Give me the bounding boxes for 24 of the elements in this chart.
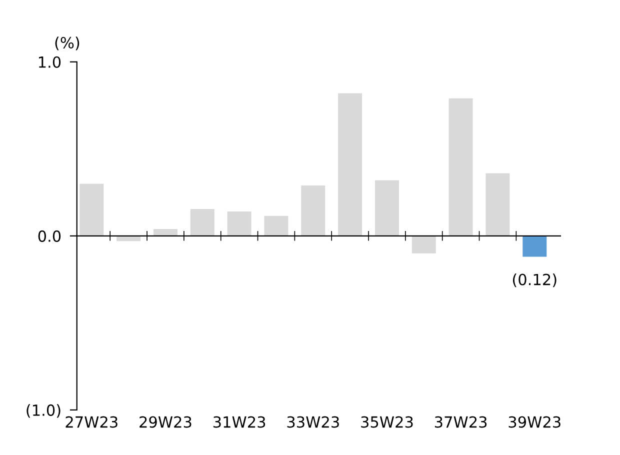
bar xyxy=(412,236,436,254)
bar xyxy=(522,236,547,257)
x-tick-label: 37W23 xyxy=(434,416,487,428)
x-tick-label: 35W23 xyxy=(361,416,413,428)
y-axis-title: (%) xyxy=(55,36,80,50)
bar xyxy=(448,98,473,236)
bar xyxy=(264,216,288,236)
bar xyxy=(190,208,214,236)
x-tick-label: 31W23 xyxy=(213,416,266,428)
bar xyxy=(338,93,362,236)
x-tick-label: 33W23 xyxy=(287,416,339,428)
bar xyxy=(80,184,104,236)
x-tick-label: 39W23 xyxy=(508,416,560,428)
data-label: (0.12) xyxy=(512,273,556,288)
bar xyxy=(227,212,252,236)
bar xyxy=(153,228,178,236)
bar xyxy=(486,173,510,236)
y-tick-label: (1.0) xyxy=(26,404,60,418)
bar xyxy=(301,185,326,236)
y-tick-label: 0.0 xyxy=(38,230,61,242)
x-tick-label: 27W23 xyxy=(66,416,118,428)
bar xyxy=(374,180,399,236)
y-tick-label: 1.0 xyxy=(38,56,61,68)
x-tick-label: 29W23 xyxy=(140,416,192,428)
